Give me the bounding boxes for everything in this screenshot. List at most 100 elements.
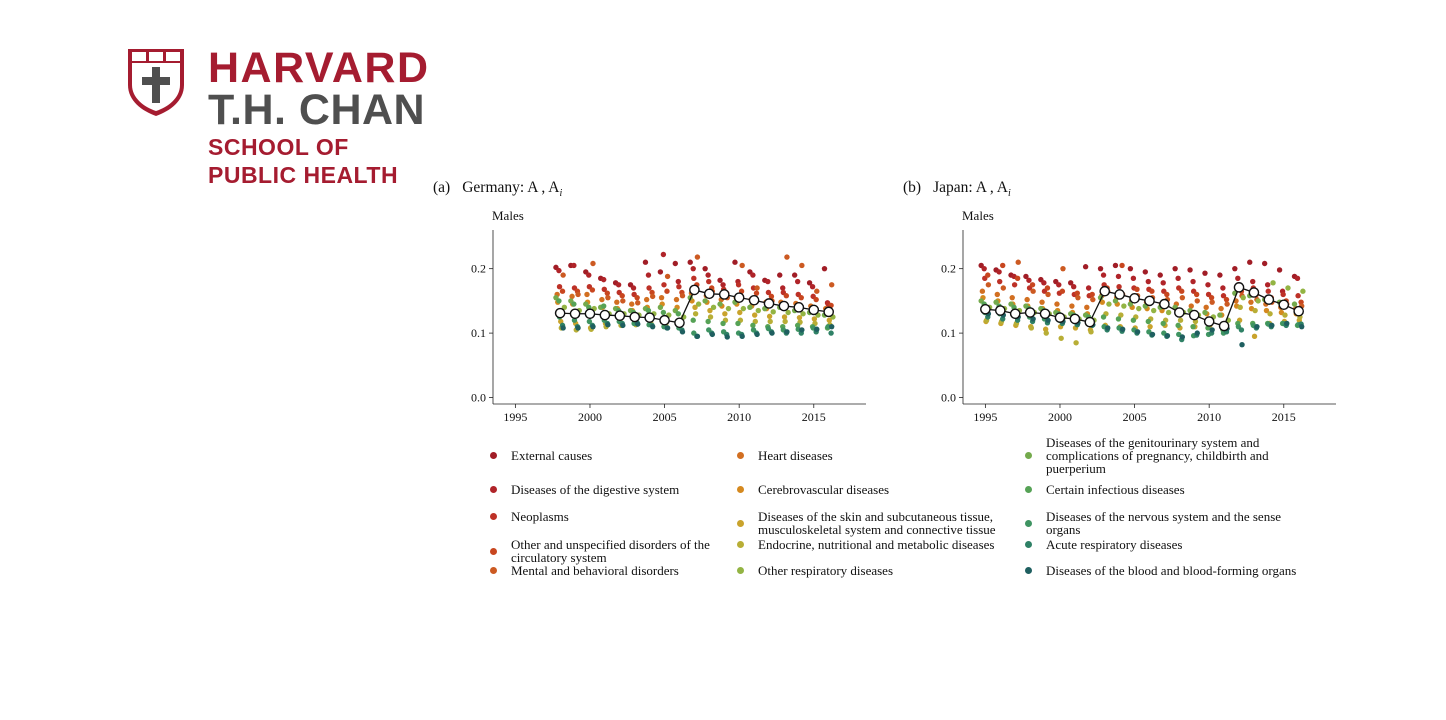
cause-point [750, 322, 756, 329]
legend-label: Diseases of the digestive system [511, 482, 680, 497]
cause-point [599, 296, 605, 303]
x-tick-label: 2000 [1048, 410, 1072, 424]
legend-item: Other and unspecified disorders of the c… [490, 538, 761, 564]
cause-point [1165, 309, 1172, 316]
shield-veritas-icon [128, 49, 184, 116]
cause-point [1059, 288, 1066, 294]
cause-point [754, 285, 760, 291]
aggregate-point [733, 292, 745, 303]
panel-a-ylabel: Males [492, 208, 524, 223]
cause-point [1291, 301, 1298, 307]
cause-point [1284, 320, 1290, 327]
cause-point [1252, 307, 1258, 314]
cause-point [645, 307, 652, 314]
cause-point [784, 329, 790, 335]
cause-point [794, 278, 801, 285]
legend-marker [737, 486, 744, 493]
legend-label: External causes [511, 448, 593, 463]
cause-point [765, 289, 772, 296]
panel-b-title: (b) Japan: A , Ai [903, 179, 1011, 199]
legend-item: Endocrine, nutritional and metabolic dis… [737, 538, 1008, 551]
legend-label: Heart diseases [758, 448, 833, 463]
cause-point [1136, 305, 1142, 312]
cause-point [1134, 286, 1140, 292]
legend-marker [737, 519, 744, 527]
cause-point [1115, 316, 1122, 322]
cause-point [664, 325, 671, 331]
cause-point [1060, 265, 1066, 272]
cause-point [1054, 301, 1060, 307]
panel-a-title: (a) Germany: A , Ai [433, 179, 562, 199]
cause-point [717, 277, 723, 283]
cause-point [1127, 265, 1134, 272]
cause-point [1089, 291, 1095, 298]
cause-point [1250, 278, 1256, 285]
cause-point [806, 280, 813, 286]
cause-point [717, 301, 723, 307]
cause-point [1190, 278, 1196, 285]
cause-point [1208, 294, 1215, 301]
cause-point [1069, 303, 1075, 309]
cause-point [604, 290, 610, 296]
cause-point [620, 322, 626, 329]
cause-point [1149, 288, 1155, 294]
cause-point [993, 299, 999, 305]
aggregate-point [1129, 293, 1140, 304]
cause-point [658, 294, 665, 301]
y-tick-label: 0.1 [941, 326, 956, 340]
aggregate-point [674, 317, 685, 329]
cause-point [739, 333, 745, 340]
cause-point [781, 314, 788, 320]
legend-item: Acute respiratory diseases [1025, 538, 1301, 551]
cause-point [649, 323, 656, 330]
legend-item: Heart diseases [737, 449, 1008, 462]
aggregate-point [995, 305, 1006, 316]
cause-point [1043, 330, 1049, 336]
aggregate-point [1099, 285, 1111, 297]
cause-point [709, 331, 716, 338]
legend-label: Other and unspecified disorders of the c… [511, 537, 710, 565]
cause-point [770, 309, 776, 315]
cause-point [614, 299, 620, 305]
cause-point [1116, 284, 1122, 290]
x-tick-label: 2015 [802, 410, 826, 424]
cause-point [769, 330, 775, 336]
cause-point [615, 282, 622, 288]
cause-point [1235, 275, 1241, 282]
cause-point [800, 311, 806, 317]
x-tick-label: 2000 [578, 410, 602, 424]
cause-point [996, 269, 1002, 275]
cause-point [1100, 272, 1107, 278]
cause-point [646, 285, 652, 291]
legend-item: Diseases of the blood and blood-forming … [1025, 564, 1301, 577]
aggregate-point [1188, 309, 1200, 321]
cause-point [687, 259, 693, 265]
cause-point [1164, 332, 1171, 339]
legend-marker [1025, 567, 1032, 574]
cause-point [1248, 299, 1254, 305]
cause-point [586, 272, 592, 278]
cause-point [799, 262, 805, 269]
cause-point [1149, 331, 1156, 338]
cause-point [1190, 323, 1196, 330]
cause-point [997, 278, 1003, 285]
cause-point [630, 285, 637, 291]
cause-point [780, 285, 786, 291]
cause-point [642, 259, 649, 265]
aggregate-point [808, 304, 820, 316]
panel-b-title-text: Japan: A , A [933, 179, 1008, 196]
cause-point [791, 272, 798, 278]
cause-point [590, 323, 596, 330]
cause-point [821, 265, 828, 272]
cause-point [620, 298, 626, 304]
cause-point [766, 313, 773, 320]
cause-point [754, 331, 760, 338]
cause-point [629, 301, 635, 307]
legend-marker [490, 452, 497, 459]
cause-point [675, 311, 681, 317]
cause-point [1074, 290, 1080, 296]
cause-point [720, 282, 726, 288]
cause-point [1164, 291, 1170, 298]
cause-point [556, 298, 562, 304]
legend-item: External causes [490, 449, 761, 462]
